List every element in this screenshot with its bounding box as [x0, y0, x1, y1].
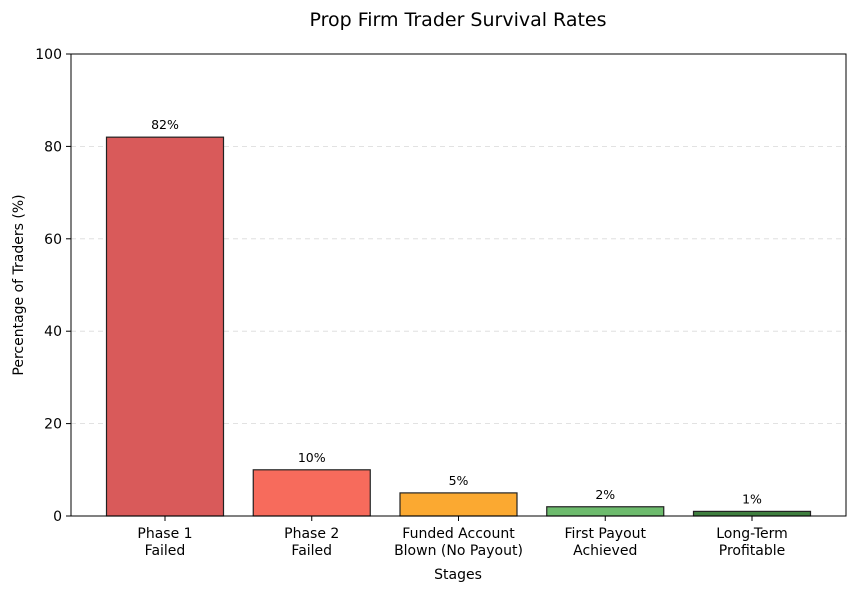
bar-2 [252, 469, 371, 517]
bar-4 [546, 506, 665, 517]
y-tick-label: 60 [44, 232, 62, 248]
bar-3 [399, 492, 518, 517]
x-axis-label: Stages [434, 567, 482, 583]
y-tick-label: 20 [44, 417, 62, 433]
data-label: 82% [151, 117, 179, 132]
x-tick-label: Profitable [719, 543, 786, 559]
data-label: 5% [449, 473, 469, 488]
x-tick-label: Phase 2 [284, 526, 339, 542]
y-axis-label: Percentage of Traders (%) [11, 194, 27, 375]
x-tick-label: Achieved [573, 543, 637, 559]
y-tick-label: 100 [35, 47, 62, 63]
x-tick-label: Failed [145, 543, 186, 559]
x-tick-label: Blown (No Payout) [394, 543, 523, 559]
chart-title: Prop Firm Trader Survival Rates [309, 9, 606, 31]
data-label: 1% [742, 491, 762, 506]
y-tick-label: 80 [44, 139, 62, 155]
x-tick-label: Funded Account [402, 526, 515, 542]
y-axis-ticks: 0 20 40 60 80 100 [35, 47, 71, 525]
bar-1 [105, 136, 225, 517]
data-label: 2% [595, 487, 615, 502]
bar-5 [692, 510, 812, 517]
data-label: 10% [298, 450, 326, 465]
x-tick-label: Phase 1 [137, 526, 192, 542]
data-labels: 82% 10% 5% 2% 1% [151, 117, 762, 506]
x-tick-label: Failed [291, 543, 332, 559]
x-tick-label: First Payout [564, 526, 646, 542]
bars [105, 136, 812, 517]
x-tick-label: Long-Term [716, 526, 788, 542]
y-tick-label: 40 [44, 324, 62, 340]
y-tick-label: 0 [53, 509, 62, 525]
